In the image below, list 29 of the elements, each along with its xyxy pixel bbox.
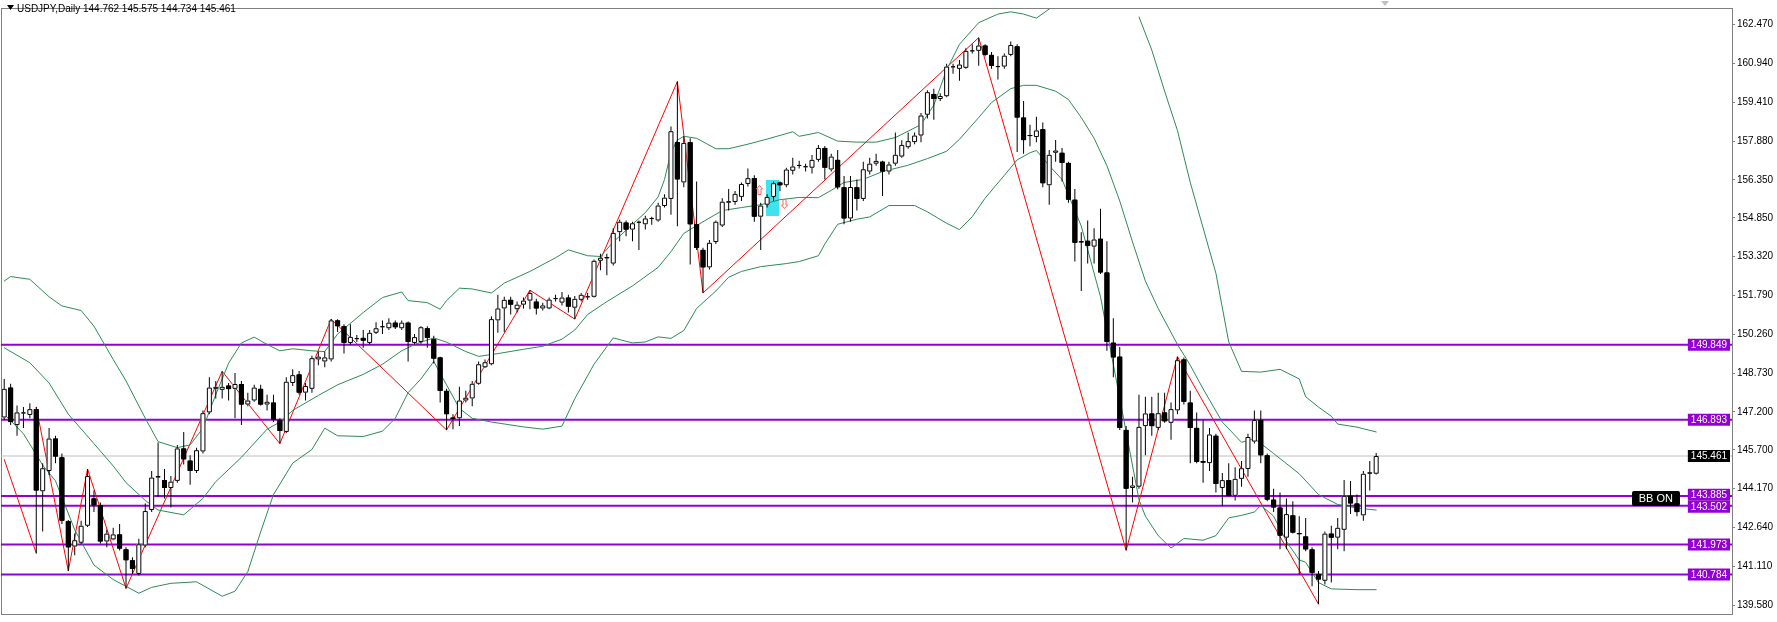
- y-tick-label: 141.110: [1737, 560, 1773, 572]
- candlestick: [1367, 461, 1373, 491]
- ref-line-label: 145.461: [1690, 450, 1728, 462]
- y-tick-label: 147.200: [1737, 405, 1774, 417]
- y-tick-label: 139.580: [1737, 598, 1774, 610]
- ref-line-label: 146.893: [1690, 413, 1728, 425]
- y-tick-label: 153.320: [1737, 250, 1774, 262]
- y-tick-label: 144.170: [1737, 482, 1774, 494]
- y-tick-label: 159.410: [1737, 96, 1774, 108]
- y-tick-label: 150.260: [1737, 328, 1774, 340]
- y-tick-label: 151.790: [1737, 289, 1774, 301]
- y-tick-label: 154.850: [1737, 211, 1774, 223]
- y-tick-label: 157.880: [1737, 134, 1774, 146]
- candlestick: [1296, 516, 1302, 575]
- y-tick-label: 162.470: [1737, 18, 1774, 30]
- candlestick: [636, 220, 642, 250]
- ref-line-label: 141.973: [1690, 538, 1728, 550]
- candlestick: [995, 56, 1001, 80]
- y-tick-label: 148.730: [1737, 366, 1774, 378]
- ref-line-label: 143.885: [1690, 489, 1728, 501]
- chart-title: USDJPY,Daily 144.762 145.575 144.734 145.461: [17, 3, 236, 14]
- y-tick-label: 142.640: [1737, 521, 1774, 533]
- y-tick-label: 156.350: [1737, 173, 1774, 185]
- ref-line-label: 149.849: [1690, 339, 1728, 350]
- ref-line-label: 143.502: [1690, 501, 1728, 513]
- toggle-button: BB ON: [1631, 491, 1680, 506]
- y-tick-label: 145.700: [1737, 443, 1774, 455]
- ref-line-label: 140.784: [1690, 568, 1728, 580]
- y-tick-label: 160.940: [1737, 57, 1774, 69]
